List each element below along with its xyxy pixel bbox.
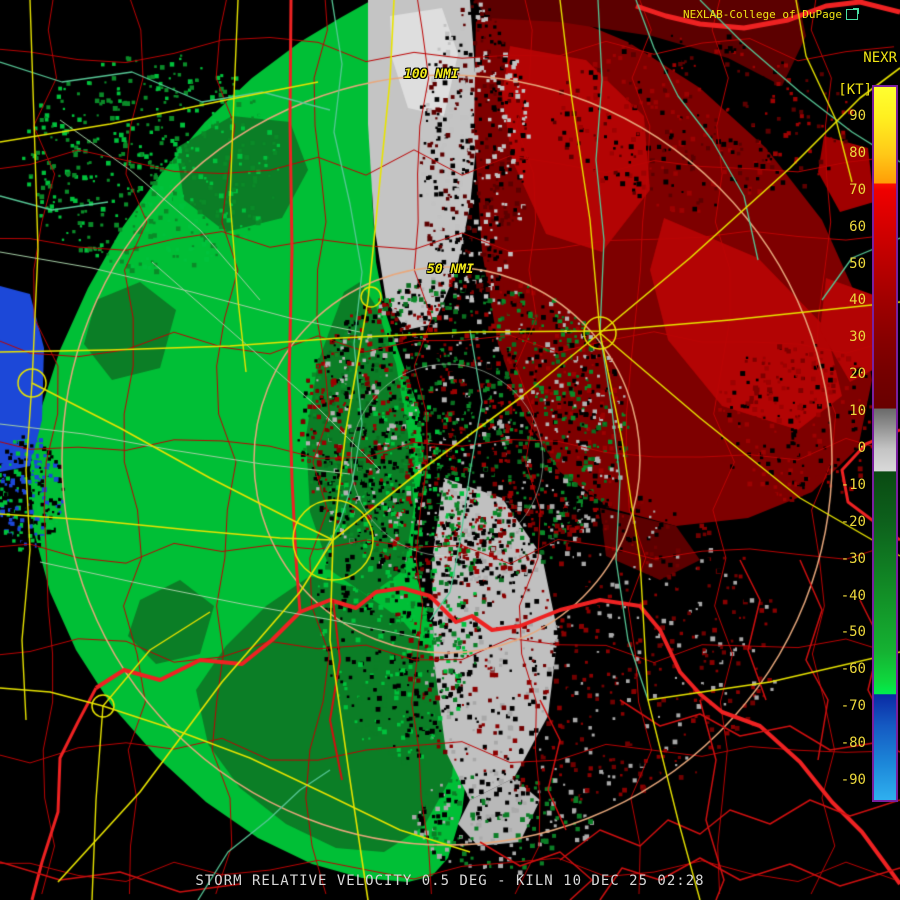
colorbar-tick-label: -60 <box>840 661 866 678</box>
colorbar-tick-label: 40 <box>849 292 866 309</box>
colorbar-tick-label: -70 <box>840 698 866 715</box>
colorbar-tick-label: 10 <box>849 403 866 420</box>
colorbar-tick-label: -80 <box>840 735 866 752</box>
colorbar-tick-label: 0 <box>857 440 866 456</box>
colorbar-tick-label: 20 <box>849 366 866 383</box>
colorbar-tick-label: 50 <box>849 255 866 272</box>
colorbar-tick-label: -90 <box>840 772 866 788</box>
velocity-colorbar <box>872 85 898 802</box>
colorbar-tick-label: 60 <box>849 218 866 235</box>
colorbar-tick-label: 80 <box>849 144 866 161</box>
colorbar-tick-label: -10 <box>840 476 866 493</box>
colorbar-tick-label: -30 <box>840 550 866 567</box>
site-title-link[interactable]: NEXLAB-College of DuPage <box>683 8 859 21</box>
colorbar-tick-label: 90 <box>849 108 866 124</box>
external-link-icon[interactable] <box>846 8 859 20</box>
colorbar-tick-label: 30 <box>849 329 866 346</box>
colorbar-units: [KT] <box>838 82 872 98</box>
colorbar-tick-label: -40 <box>840 587 866 604</box>
colorbar-tick-label: -50 <box>840 624 866 641</box>
colorbar-tick-label: -20 <box>840 513 866 530</box>
site-title-text: NEXLAB-College of DuPage <box>683 8 842 21</box>
range-ring-label-100nmi: 100 NMI <box>404 67 459 82</box>
range-ring-label-50nmi: 50 NMI <box>427 262 474 277</box>
colorbar-title: NEXR <box>863 50 897 66</box>
product-status-bar: STORM RELATIVE VELOCITY 0.5 DEG - KILN 1… <box>195 873 705 889</box>
colorbar-tick-label: 70 <box>849 181 866 198</box>
